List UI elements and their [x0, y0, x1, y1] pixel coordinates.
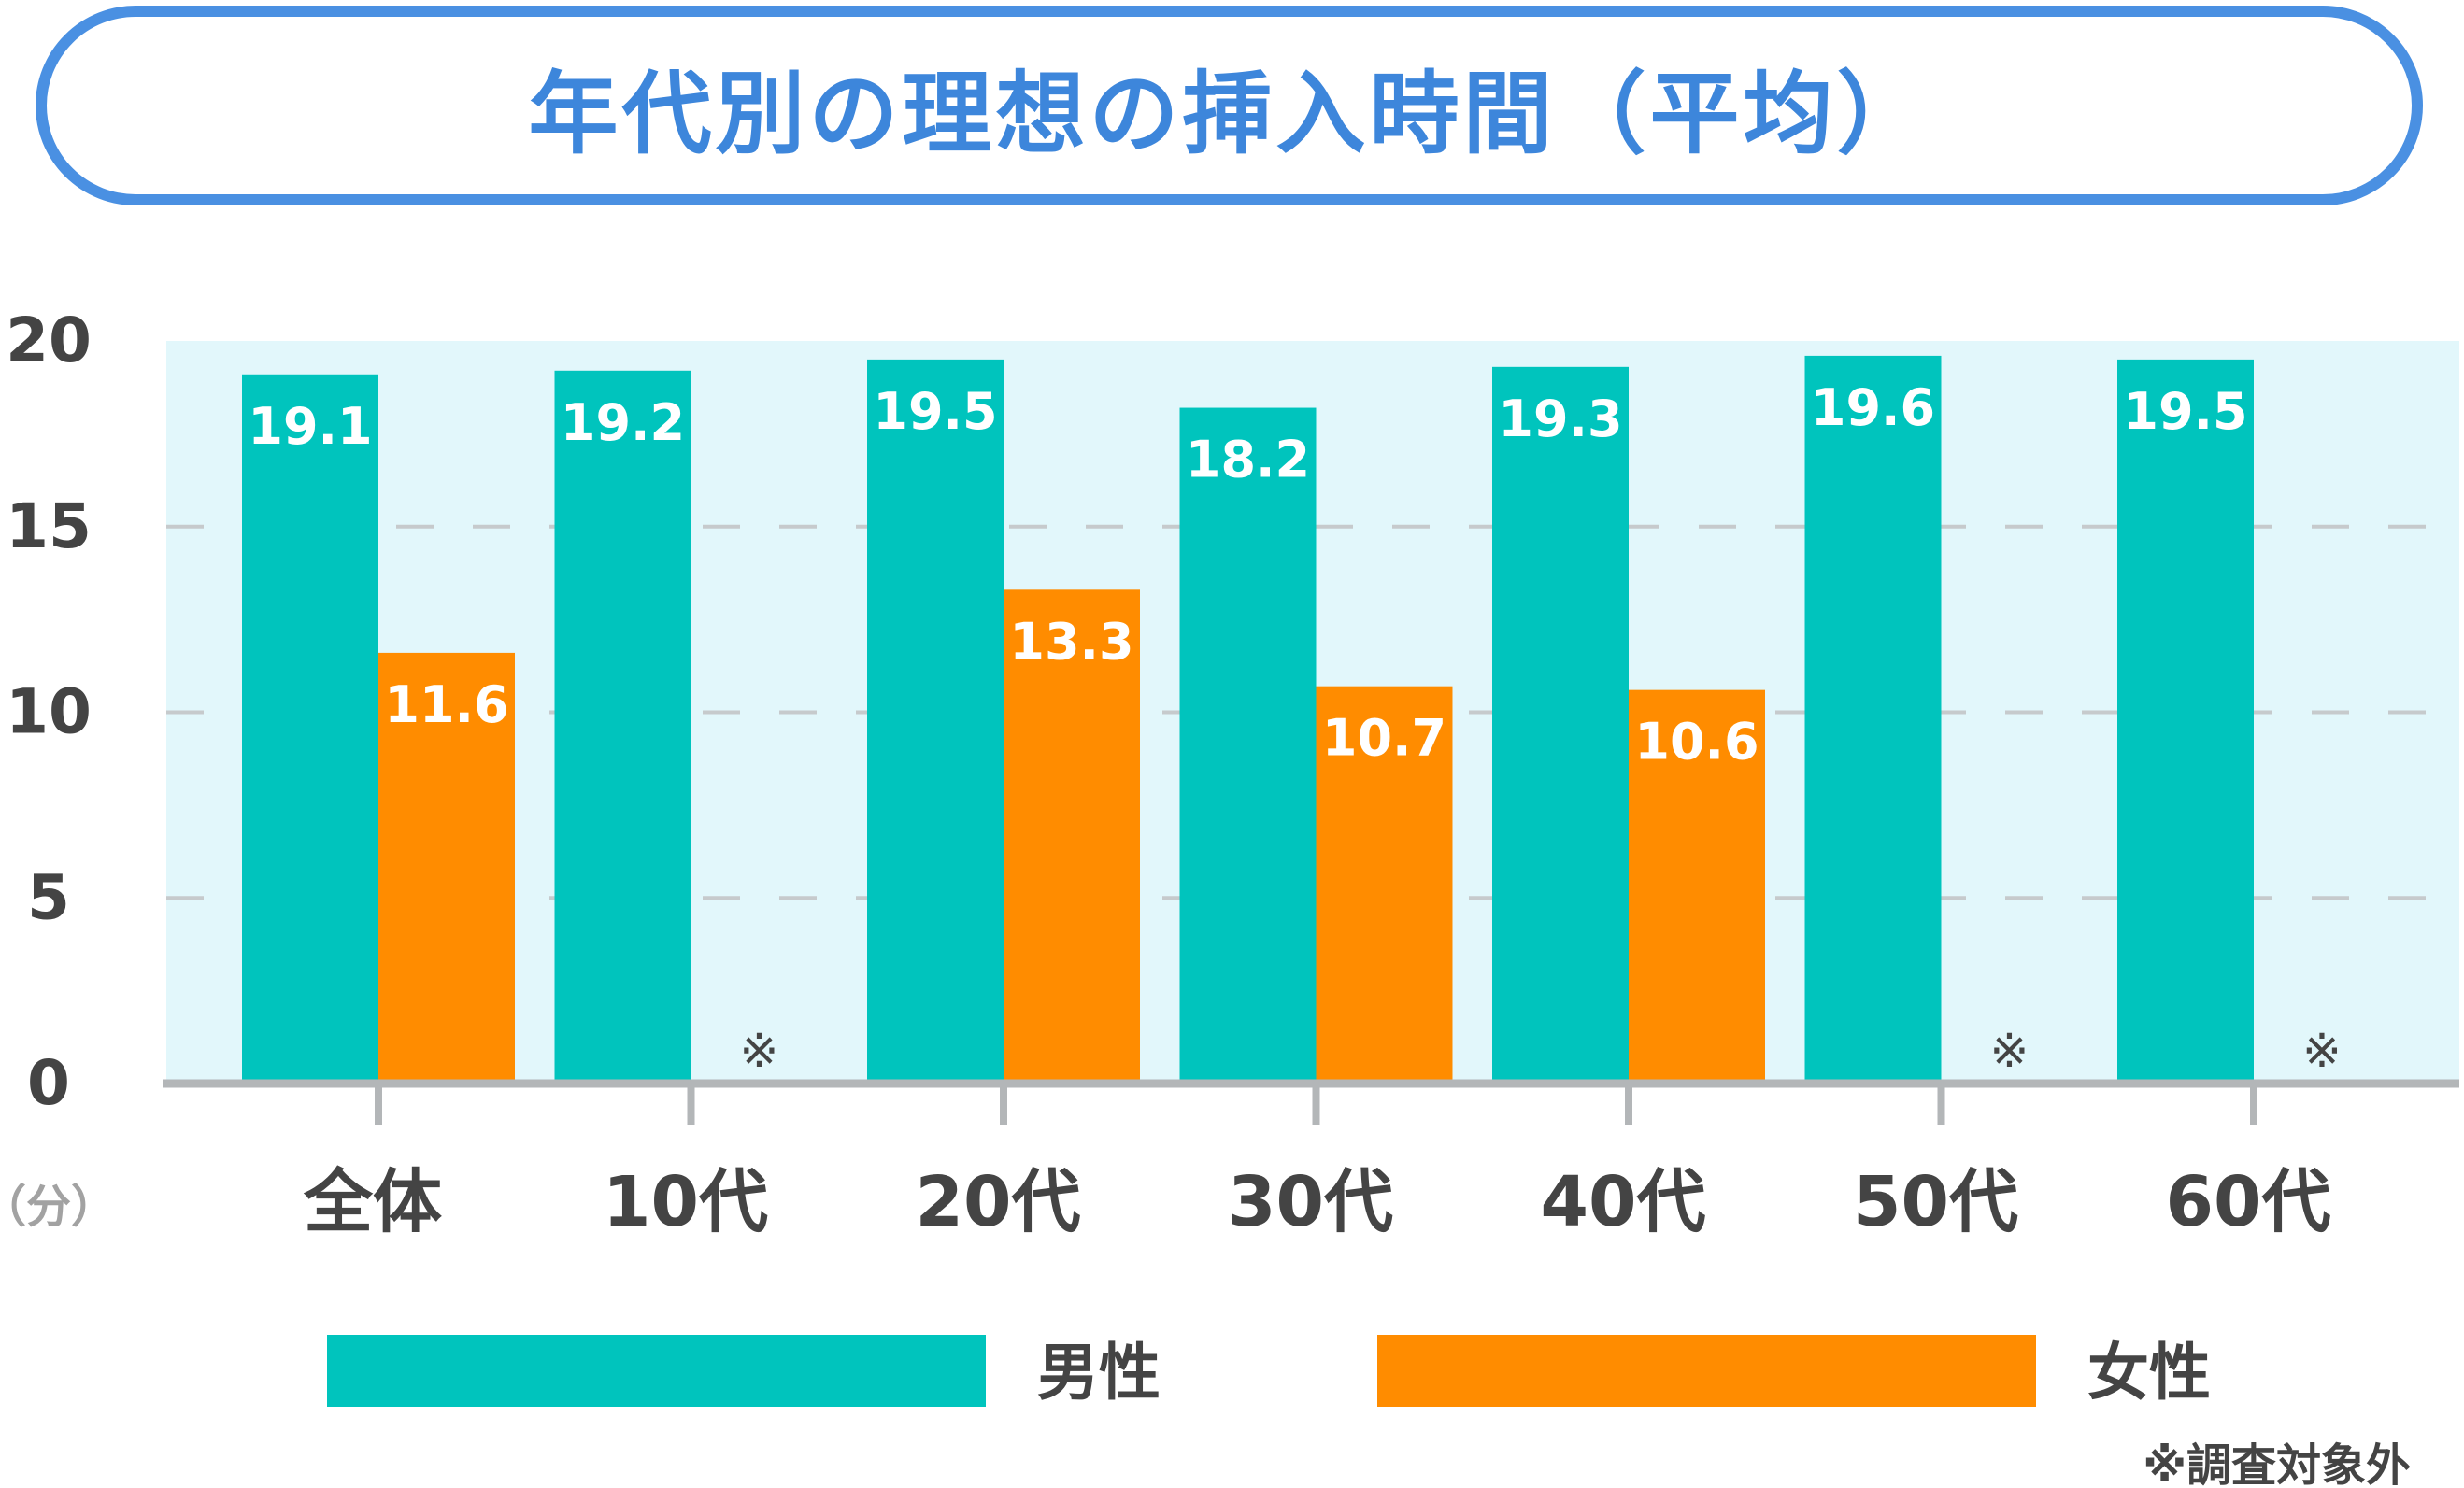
excluded-mark: ※ [740, 1024, 779, 1078]
legend-male-swatch [327, 1335, 986, 1407]
data-label: 10.6 [1634, 713, 1759, 772]
bar-male [1804, 355, 1942, 1084]
y-tick-label: 20 [6, 305, 92, 376]
x-tick-label: 20代 [916, 1162, 1081, 1242]
data-label: 19.1 [248, 397, 372, 456]
legend-female-swatch [1377, 1335, 2036, 1407]
bar-male [242, 374, 378, 1084]
x-tick-label: 40代 [1541, 1162, 1706, 1242]
legend-male-label: 男性 [1037, 1337, 1161, 1409]
bar-male [554, 370, 691, 1084]
data-label: 10.7 [1322, 709, 1446, 768]
excluded-mark: ※ [2302, 1024, 2342, 1078]
data-label: 19.5 [2123, 382, 2247, 441]
data-label: 19.6 [1811, 378, 1935, 437]
bar-male [2117, 359, 2254, 1084]
x-tick-label: 50代 [1853, 1162, 2018, 1242]
y-unit-label: （分） [0, 1181, 116, 1233]
data-label: 13.3 [1009, 612, 1133, 671]
footnote: ※調査対象外 [2143, 1439, 2411, 1488]
bar-male [1492, 366, 1629, 1084]
x-tick-label: 60代 [2166, 1162, 2331, 1242]
data-label: 19.5 [873, 382, 997, 441]
x-tick-label: 30代 [1228, 1162, 1393, 1242]
data-label: 19.3 [1498, 390, 1622, 448]
y-tick-label: 15 [6, 490, 92, 562]
data-label: 11.6 [384, 675, 508, 734]
chart-title: 年代別の理想の挿入時間（平均） [528, 61, 1930, 166]
y-tick-label: 0 [27, 1047, 70, 1119]
bar-female [1316, 686, 1453, 1084]
bar-female [1629, 689, 1765, 1084]
x-tick-label: 10代 [603, 1162, 768, 1242]
legend-female-label: 女性 [2087, 1337, 2211, 1409]
bar-male [867, 359, 1004, 1084]
bar-female [1004, 589, 1140, 1084]
title-banner: 年代別の理想の挿入時間（平均） [36, 6, 2423, 205]
y-tick-label: 10 [6, 676, 92, 748]
bar-female [378, 652, 515, 1084]
data-label: 18.2 [1186, 431, 1310, 489]
data-label: 19.2 [561, 393, 685, 452]
x-tick-label: 全体 [303, 1162, 442, 1242]
bar-male [1179, 407, 1317, 1084]
excluded-mark: ※ [1990, 1024, 2030, 1078]
y-tick-label: 5 [27, 861, 70, 933]
